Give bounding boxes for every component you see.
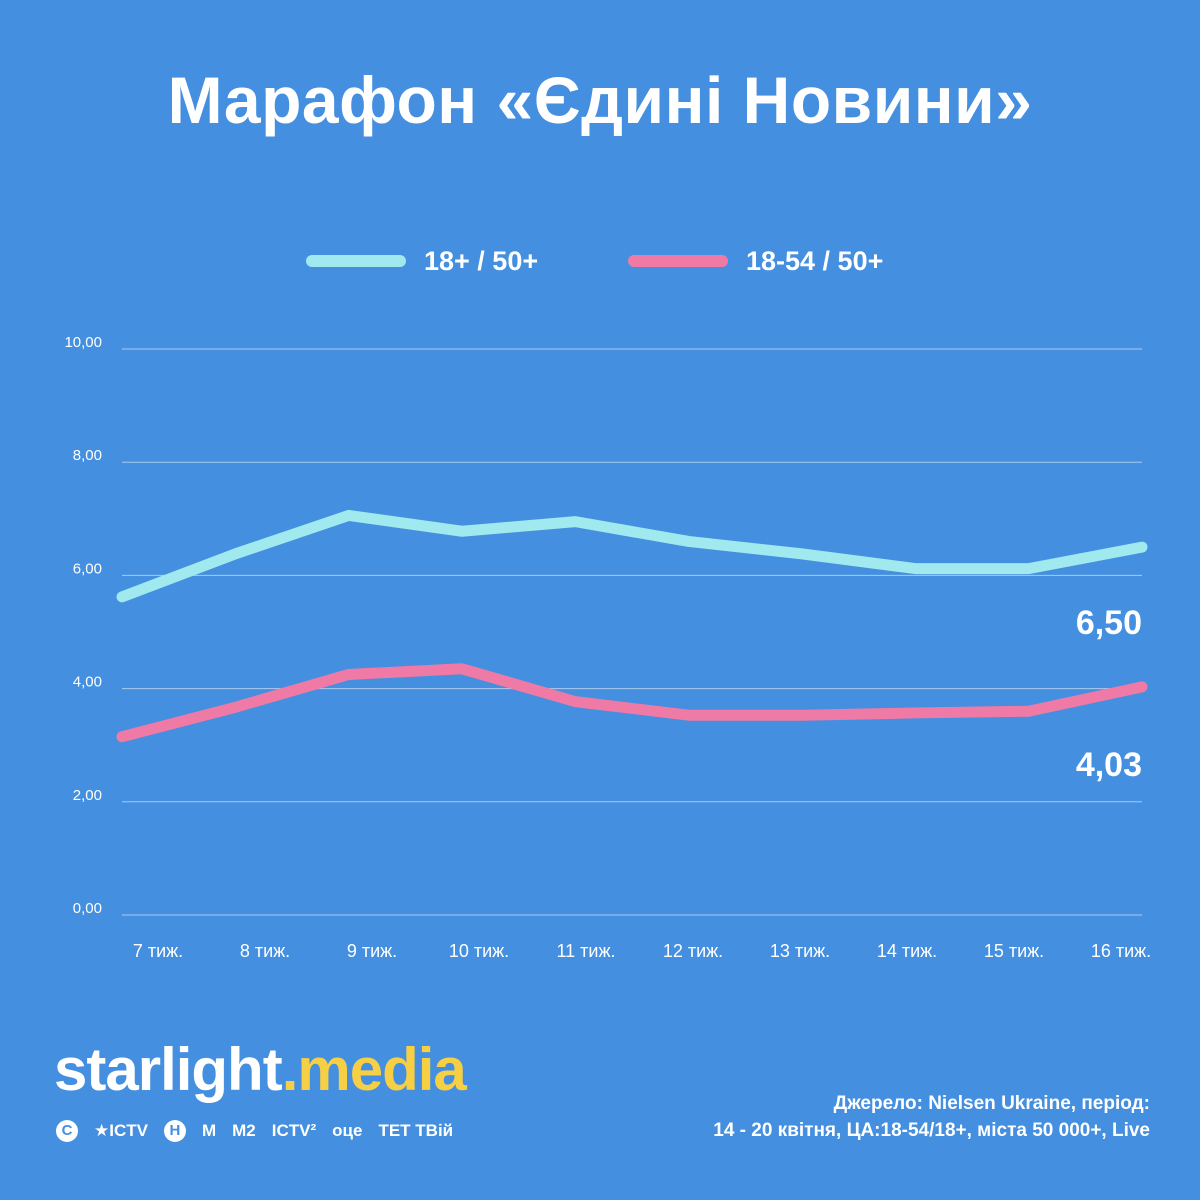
y-tick-label: 0,00 [73,900,102,917]
series-line-1 [116,509,1148,603]
legend-swatch-series-1 [306,255,406,267]
channel-logo-tet: ТЕТ ТВій [378,1121,454,1140]
x-tick-label: 14 тиж. [877,941,937,961]
y-axis-ticks: 0,00 2,00 4,00 6,00 8,00 10,00 [64,334,102,917]
starlight-media-logo: starlight.media [54,1035,467,1104]
channel-logo-stb: С [56,1120,78,1142]
x-tick-label: 12 тиж. [663,941,723,961]
y-tick-label: 2,00 [73,787,102,804]
source-line-2: 14 - 20 квітня, ЦА:18-54/18+, міста 50 0… [713,1120,1150,1141]
chart-title: Марафон «Єдині Новини» [167,63,1033,137]
channel-logo-m1: М [201,1121,217,1140]
end-labels: 6,50 4,03 [1076,604,1142,784]
channel-logos: С ★ICTV Н М М2 ICTV² оце ТЕТ ТВій [56,1118,469,1144]
legend: 18+ / 50+ 18-54 / 50+ [0,236,1200,286]
x-tick-label: 13 тиж. [770,941,830,961]
legend-item-series-1: 18+ / 50+ [306,236,538,286]
legend-label-series-2: 18-54 / 50+ [746,245,884,276]
x-tick-label: 7 тиж. [133,941,183,961]
line-chart: 0,00 2,00 4,00 6,00 8,00 10,00 7 тиж. 8 тиж. 9 … [64,334,1151,961]
x-tick-label: 10 тиж. [449,941,509,961]
channel-logo-ictv2: ICTV² [271,1121,317,1140]
grid-lines [122,348,1142,916]
series-lines [116,509,1148,743]
end-value-label-2: 4,03 [1076,746,1142,784]
channel-logo-m2: М2 [232,1121,256,1140]
y-tick-label: 8,00 [73,447,102,464]
x-tick-label: 16 тиж. [1091,941,1151,961]
series-line-2 [116,663,1148,743]
channel-logo-novyi: Н [163,1120,186,1142]
x-tick-label: 15 тиж. [984,941,1044,961]
x-tick-label: 8 тиж. [240,941,290,961]
source-line-1: Джерело: Nielsen Ukraine, період: [833,1093,1150,1114]
legend-swatch-series-2 [628,255,728,267]
source-note: Джерело: Nielsen Ukraine, період: 14 - 2… [713,1090,1150,1144]
y-tick-label: 6,00 [73,560,102,577]
channel-logo-oce: оце [332,1121,363,1140]
x-tick-label: 9 тиж. [347,941,397,961]
end-value-label-1: 6,50 [1076,604,1142,642]
x-axis-ticks: 7 тиж. 8 тиж. 9 тиж. 10 тиж. 11 тиж. 12 тиж. 1… [133,941,1151,961]
brand-part-2: media [297,1036,466,1103]
y-tick-label: 4,00 [73,674,102,691]
brand-part-1: starlight [54,1036,283,1103]
brand-dot: . [281,1036,299,1103]
channel-logo-ictv: ★ICTV [94,1121,148,1140]
legend-item-series-2: 18-54 / 50+ [628,236,883,286]
legend-label-series-1: 18+ / 50+ [424,245,539,276]
x-tick-label: 11 тиж. [556,941,615,961]
y-tick-label: 10,00 [64,334,102,351]
